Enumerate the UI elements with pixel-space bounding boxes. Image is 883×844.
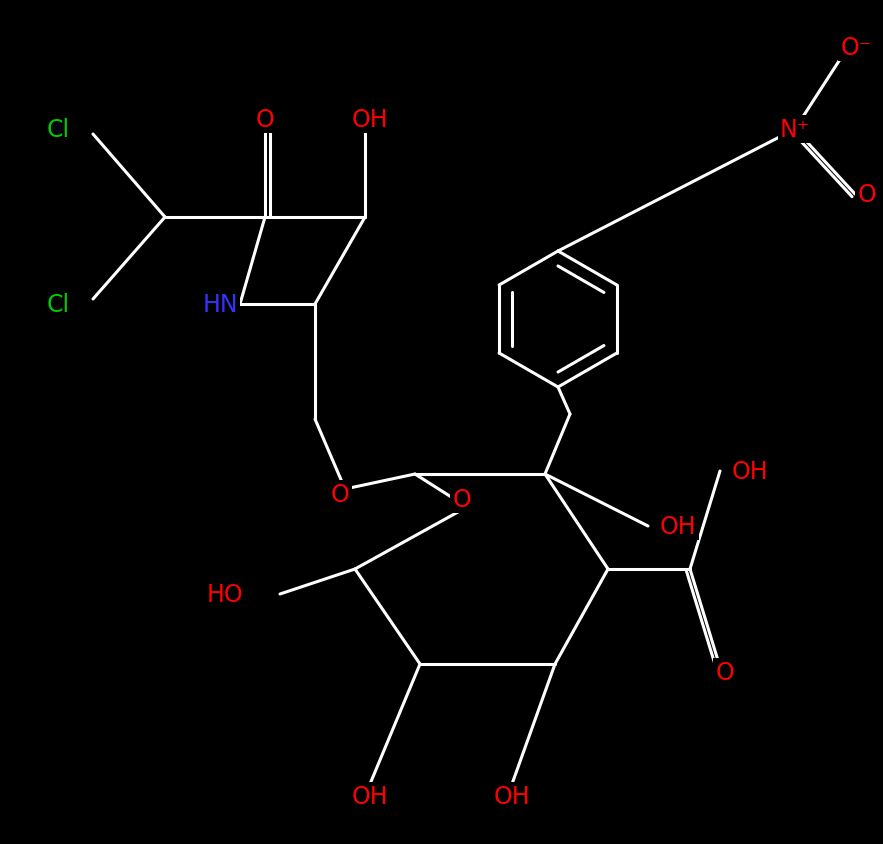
Text: O: O [453,488,472,511]
Text: HO: HO [207,582,244,606]
Text: OH: OH [660,514,697,538]
Text: OH: OH [494,784,531,808]
Text: O: O [715,660,735,684]
Text: O: O [255,108,275,132]
Text: OH: OH [351,108,389,132]
Text: Cl: Cl [47,118,70,142]
Text: N⁺: N⁺ [780,118,810,142]
Text: Cl: Cl [47,293,70,316]
Text: O⁻: O⁻ [841,36,872,60]
Text: OH: OH [351,784,389,808]
Text: O: O [857,183,876,207]
Text: OH: OH [732,459,768,484]
Text: O: O [330,483,350,506]
Text: HN: HN [202,293,238,316]
